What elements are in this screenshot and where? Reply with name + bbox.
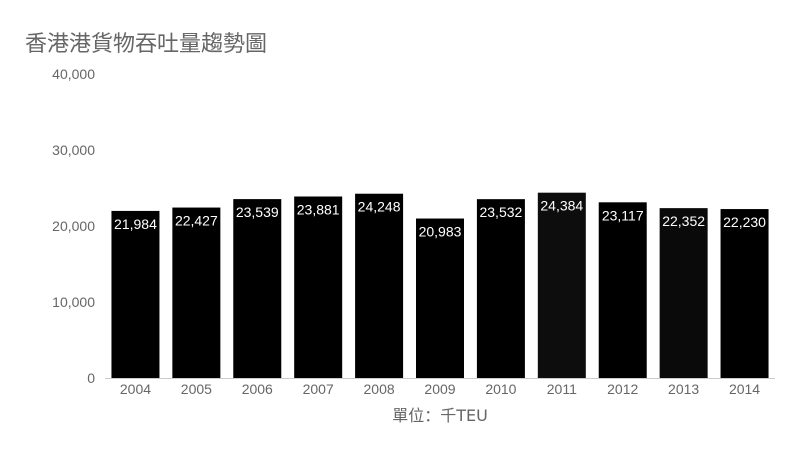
x-tick-label: 2009	[424, 381, 455, 397]
data-labels: 21,984 22,427 23,539 23,881 24,248 20,983 23,5…	[114, 198, 766, 240]
y-tick-label: 30,000	[52, 142, 95, 158]
x-tick-label: 2005	[181, 381, 212, 397]
bar-2008	[355, 193, 404, 378]
data-label: 23,532	[479, 204, 522, 220]
bar-2010	[476, 199, 525, 378]
data-label: 23,881	[297, 202, 340, 218]
data-label: 22,352	[662, 213, 705, 229]
bar-2012	[598, 202, 647, 378]
data-label: 22,427	[175, 213, 218, 229]
bar-2007	[294, 196, 343, 378]
bar-2005	[172, 207, 221, 378]
data-label: 24,248	[358, 199, 401, 215]
bar-2004	[111, 210, 160, 378]
y-tick-label: 40,000	[52, 66, 95, 82]
data-label: 22,230	[723, 214, 766, 230]
x-axis-label: 單位：千TEU	[392, 406, 488, 425]
x-tick-label: 2006	[242, 381, 273, 397]
x-tick-label: 2013	[668, 381, 699, 397]
bar-2013	[659, 208, 708, 378]
data-label: 20,983	[419, 224, 462, 240]
data-label: 23,117	[602, 207, 644, 223]
x-tick-label: 2012	[607, 381, 638, 397]
x-tick-label: 2004	[120, 381, 151, 397]
x-tick-label: 2008	[364, 381, 395, 397]
y-axis-ticks: 0 10,000 20,000 30,000 40,000	[52, 66, 95, 386]
x-tick-label: 2010	[485, 381, 516, 397]
bar-2009	[416, 218, 464, 378]
bar-2006	[233, 199, 282, 378]
y-tick-label: 0	[87, 370, 95, 386]
chart-title: 香港港貨物吞吐量趨勢圖	[25, 32, 268, 57]
y-tick-label: 20,000	[52, 218, 95, 234]
bar-2014	[720, 209, 769, 378]
x-tick-label: 2011	[547, 381, 577, 397]
y-tick-label: 10,000	[52, 294, 95, 310]
data-label: 24,384	[540, 198, 583, 214]
data-label: 23,539	[236, 204, 279, 220]
bars	[111, 192, 769, 378]
x-axis-ticks: 2004 2005 2006 2007 2008 2009 2010 2011 2012 2013…	[120, 381, 760, 397]
bar-2011	[537, 192, 586, 378]
x-tick-label: 2007	[303, 381, 334, 397]
x-tick-label: 2014	[729, 381, 760, 397]
data-label: 21,984	[114, 216, 157, 232]
